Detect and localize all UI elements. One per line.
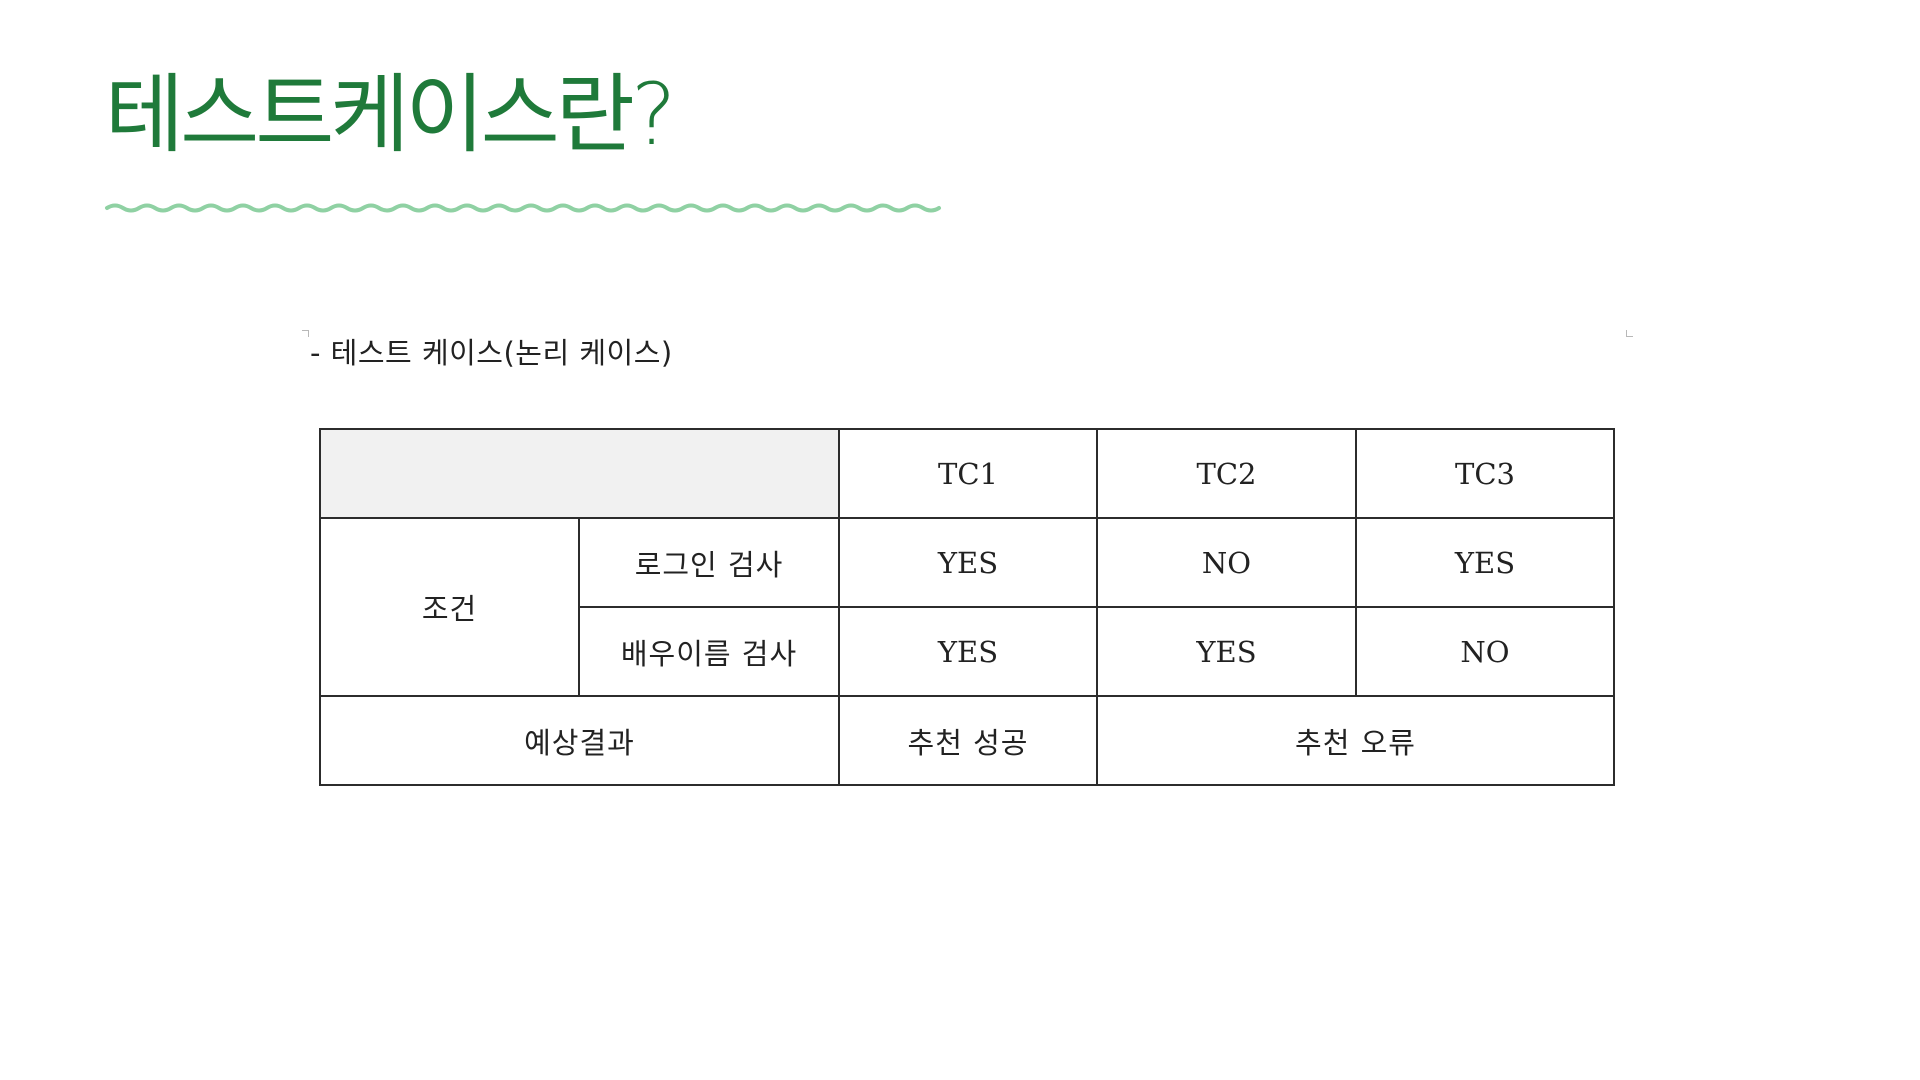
document-corner-mark-right [1626,330,1633,337]
header-tc3: TC3 [1355,428,1615,519]
table-row-actor-name-check: 배우이름 검사 YES YES NO [320,606,1615,697]
expected-result-tc2-tc3: 추천 오류 [1096,695,1615,786]
section-heading: - 테스트 케이스(논리 케이스) [310,336,673,370]
table-row-login-check: 조건 로그인 검사 YES NO YES [319,517,1615,697]
conditions-label: 조건 [319,517,580,697]
login-check-tc2: NO [1096,517,1357,608]
login-check-tc1: YES [838,517,1098,608]
actor-name-check-tc1: YES [838,606,1098,697]
document-corner-mark-left [302,330,309,337]
expected-result-tc1: 추천 성공 [838,695,1098,786]
title-wave-underline [105,203,941,213]
table-row-expected-result: 예상결과 추천 성공 추천 오류 [319,695,1615,786]
login-check-tc3: YES [1355,517,1615,608]
login-check-label: 로그인 검사 [578,517,840,608]
table-header-row: TC1 TC2 TC3 [319,428,1615,519]
actor-name-check-label: 배우이름 검사 [578,606,840,697]
actor-name-check-tc3: NO [1355,606,1615,697]
header-tc1: TC1 [838,428,1098,519]
actor-name-check-tc2: YES [1096,606,1357,697]
slide-title: 테스트케이스란? [105,65,676,165]
header-tc2: TC2 [1096,428,1357,519]
expected-result-label: 예상결과 [319,695,840,786]
test-case-table: TC1 TC2 TC3 조건 로그인 검사 YES NO YES 배우이름 검사… [319,428,1615,786]
table-corner-cell [319,428,840,519]
